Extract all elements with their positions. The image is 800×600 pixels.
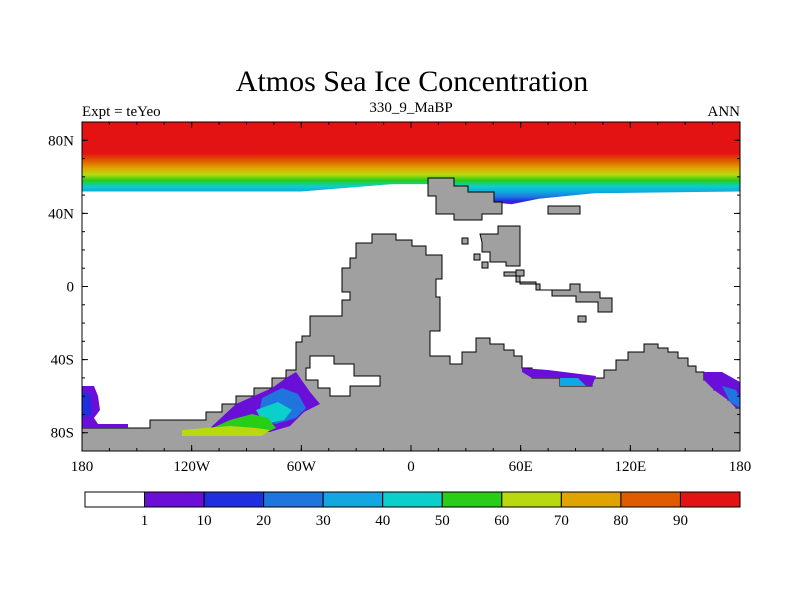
sea-ice-pacific-inner	[722, 386, 740, 408]
sea-ice-west-edge	[82, 386, 128, 428]
colorbar-label: 10	[197, 513, 212, 529]
y-tick-label: 80S	[51, 426, 74, 442]
colorbar-swatch	[322, 491, 384, 508]
map-panel: 180 120W 60W 0 60E 120E 180 80N 40N 0 40S 80S	[48, 121, 751, 475]
colorbar-swatch	[620, 491, 681, 508]
small-island-4	[577, 315, 587, 323]
colorbar-swatch	[263, 491, 324, 508]
sea-ice-weddell-yellow	[182, 426, 270, 436]
colorbar-label: 1	[141, 513, 149, 529]
colorbar-label: 60	[494, 513, 509, 529]
colorbar-swatch	[441, 491, 503, 508]
y-tick-label: 40S	[51, 353, 74, 369]
small-island-3	[481, 261, 489, 269]
southern-sea-ice	[82, 368, 740, 436]
x-tick-label: 120W	[173, 459, 211, 475]
small-island-2	[473, 253, 481, 261]
small-island-5	[515, 269, 525, 277]
sea-ice-west-inner	[82, 392, 92, 418]
season-label: ANN	[708, 104, 741, 120]
northern-sea-ice-band	[82, 122, 740, 205]
asia-peninsula-landmass	[479, 225, 521, 267]
colorbar-label: 20	[256, 513, 271, 529]
colorbar-swatch	[560, 491, 622, 508]
eurasia-landmass	[427, 177, 503, 221]
experiment-label: Expt = teYeo	[82, 104, 161, 120]
colorbar-swatch	[382, 491, 443, 508]
x-tick-label: 60W	[287, 459, 317, 475]
indian-region-landmass	[503, 271, 613, 313]
x-tick-label: 180	[729, 459, 752, 475]
colorbar: 1 10 20 30 40 50 60 70 80 90	[84, 491, 741, 529]
colorbar-label: 90	[673, 513, 688, 529]
y-tick-label: 80N	[48, 133, 74, 149]
colorbar-label: 70	[554, 513, 569, 529]
axis-ticks: 180 120W 60W 0 60E 120E 180 80N 40N 0 40S 80S	[48, 122, 751, 475]
colorbar-swatch	[680, 491, 741, 508]
colorbar-label: 30	[316, 513, 331, 529]
chart-title: Atmos Sea Ice Concentration	[236, 65, 588, 98]
x-tick-label: 60E	[509, 459, 533, 475]
sea-ice-indian-inner	[560, 378, 586, 386]
colorbar-swatch	[501, 491, 562, 508]
colorbar-label: 80	[613, 513, 628, 529]
x-tick-label: 180	[71, 459, 94, 475]
colorbar-label: 40	[375, 513, 390, 529]
chart-subtitle: 330_9_MaBP	[369, 100, 452, 116]
africa-south-america-landmass	[82, 233, 740, 451]
colorbar-swatch	[203, 491, 265, 508]
y-tick-label: 40N	[48, 206, 74, 222]
x-tick-label: 0	[407, 459, 415, 475]
colorbar-label: 50	[435, 513, 450, 529]
south-america-coast-inlet	[305, 355, 381, 397]
landmasses	[82, 177, 740, 451]
small-island-1	[461, 237, 469, 245]
east-asia-island	[547, 205, 581, 215]
y-tick-label: 0	[67, 280, 75, 296]
colorbar-swatch	[84, 491, 145, 508]
colorbar-swatch	[144, 491, 205, 508]
x-tick-label: 120E	[614, 459, 646, 475]
